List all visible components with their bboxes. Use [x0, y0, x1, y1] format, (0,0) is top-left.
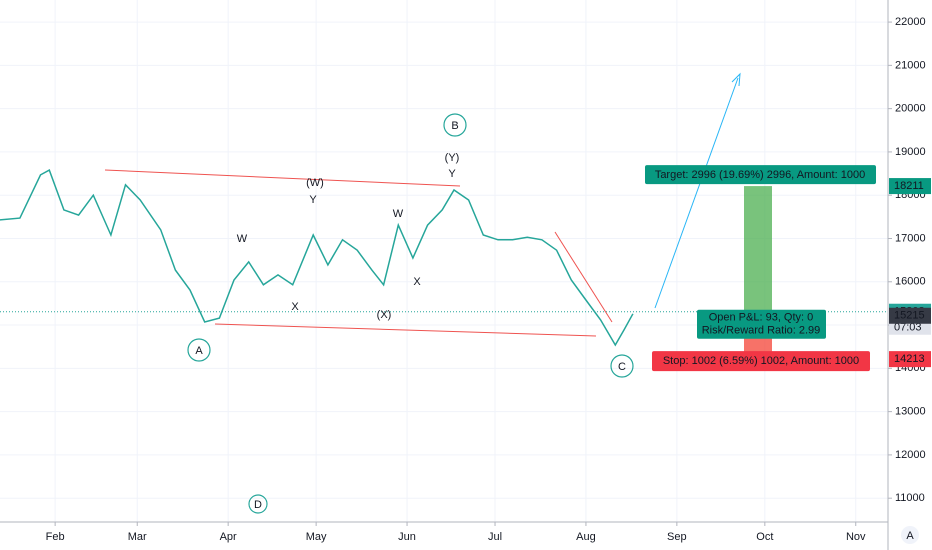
x-tick-label: Jul — [488, 531, 502, 543]
wave-label: W — [393, 208, 404, 220]
wave-label: W — [237, 233, 248, 245]
stop-price-box — [889, 351, 931, 368]
x-tick-label: May — [306, 531, 327, 543]
countdown: 07:03 — [894, 322, 922, 334]
grid — [0, 0, 888, 522]
x-tick-label: Jun — [398, 531, 416, 543]
wave-label: (Y) — [445, 152, 460, 164]
y-tick-label: 21000 — [895, 59, 926, 71]
projection-arrow — [654, 77, 739, 309]
wave-label: (W) — [306, 177, 324, 189]
y-tick-label: 13000 — [895, 406, 926, 418]
wave-label: X — [413, 276, 421, 288]
wave-label: D — [254, 499, 262, 511]
trend-line — [554, 231, 613, 323]
target-box — [645, 165, 876, 185]
y-tick-label: 17000 — [895, 232, 926, 244]
arrow-head — [731, 72, 741, 87]
price-line — [0, 169, 634, 347]
wave-label: C — [618, 361, 626, 373]
target-price-box — [889, 178, 931, 195]
y-tick-label: 12000 — [895, 449, 926, 461]
rr-label: Risk/Reward Ratio: 2.99 — [702, 325, 821, 337]
x-tick-label: Oct — [756, 531, 773, 543]
wave-label: Y — [309, 194, 317, 206]
pnl-label: Open P&L: 93, Qty: 0 — [709, 312, 814, 324]
x-tick-label: Aug — [576, 531, 596, 543]
pnl-box — [697, 309, 826, 339]
wave-label: A — [195, 345, 203, 357]
stop-box — [652, 351, 870, 372]
price-label: 15215 — [894, 310, 925, 322]
stop-label: Stop: 1002 (6.59%) 1002, Amount: 1000 — [663, 355, 859, 367]
wave-circle — [187, 338, 211, 362]
y-tick-label: 20000 — [895, 103, 926, 115]
wave-circle — [610, 354, 634, 378]
x-tick-label: Feb — [46, 531, 65, 543]
wave-label: B — [451, 120, 458, 132]
y-tick-label: 11000 — [895, 492, 925, 504]
channel-top — [104, 169, 461, 187]
target-label: Target: 2996 (19.69%) 2996, Amount: 1000 — [655, 169, 865, 181]
wave-label: (X) — [377, 309, 392, 321]
wave-label: Y — [448, 168, 456, 180]
x-tick-label: Sep — [667, 531, 687, 543]
x-tick-label: Nov — [846, 531, 866, 543]
x-tick-label: Apr — [220, 531, 237, 543]
drawings — [104, 72, 741, 337]
wave-label: X — [291, 301, 299, 313]
auto-scale-label[interactable]: A — [906, 530, 914, 542]
auto-scale-button[interactable] — [901, 526, 919, 544]
target-price: 18211 — [894, 180, 924, 192]
stop-price: 14213 — [894, 353, 925, 365]
wave-circle — [248, 494, 268, 514]
profit-zone — [744, 186, 772, 312]
x-tick-label: Mar — [128, 531, 147, 543]
channel-bottom — [214, 323, 597, 337]
y-tick-label: 22000 — [895, 16, 926, 28]
y-tick-label: 19000 — [895, 146, 926, 158]
y-tick-label: 16000 — [895, 276, 926, 288]
wave-circle — [443, 113, 467, 137]
price-label-box — [889, 307, 931, 324]
